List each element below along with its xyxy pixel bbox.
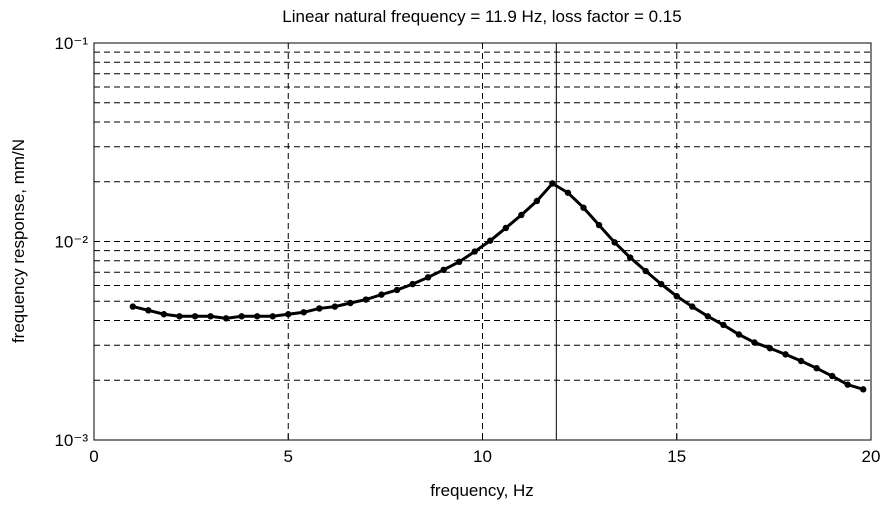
data-point [689, 303, 696, 310]
data-point [797, 357, 805, 365]
data-point [580, 204, 587, 211]
data-point [160, 311, 168, 318]
data-point [549, 180, 556, 187]
data-point [564, 189, 572, 196]
y-tick-label: 10⁻¹ [54, 34, 88, 53]
data-point [813, 364, 820, 372]
y-tick-label: 10⁻² [54, 233, 88, 252]
data-point [285, 311, 292, 318]
data-point [642, 267, 649, 275]
data-point [626, 254, 634, 261]
data-point [844, 381, 851, 388]
data-point [176, 313, 183, 320]
chart-title: Linear natural frequency = 11.9 Hz, loss… [282, 7, 681, 26]
data-point [300, 309, 307, 316]
y-axis-label: frequency response, mm/N [9, 139, 28, 343]
data-point [393, 286, 401, 294]
data-point [487, 237, 494, 244]
data-point [658, 280, 665, 288]
data-point [455, 258, 463, 266]
data-point [440, 266, 447, 274]
data-point [518, 211, 525, 219]
data-point [766, 345, 774, 352]
x-tick-label: 10 [473, 447, 492, 466]
data-point [207, 313, 214, 320]
data-point [269, 313, 276, 320]
series-line [132, 181, 864, 391]
data-point [828, 372, 836, 380]
data-point [362, 296, 370, 303]
data-point [378, 291, 385, 298]
data-point [253, 313, 261, 320]
data-point [611, 239, 618, 246]
x-axis-label: frequency, Hz [430, 481, 534, 500]
data-point [331, 303, 339, 310]
data-point [533, 197, 541, 205]
x-tick-label: 5 [284, 447, 293, 466]
x-tick-label: 20 [862, 447, 881, 466]
x-tick-label: 0 [89, 447, 98, 466]
data-point [751, 339, 758, 346]
data-point [704, 313, 712, 320]
plot-frame [93, 42, 872, 441]
y-tick-label: 10⁻³ [54, 431, 88, 450]
data-point [860, 386, 867, 393]
data-point [471, 248, 478, 255]
data-point [316, 305, 323, 312]
data-point [409, 280, 416, 288]
data-point [720, 321, 727, 329]
data-point [735, 331, 743, 338]
x-tick-label: 15 [667, 447, 686, 466]
data-point [145, 307, 152, 314]
data-point [222, 315, 230, 322]
data-point [191, 313, 199, 320]
data-point [347, 299, 354, 307]
data-point [502, 224, 510, 232]
data-point [238, 313, 245, 320]
data-point [673, 293, 680, 300]
data-point [129, 303, 137, 310]
data-point [782, 351, 789, 358]
data-point [424, 274, 432, 281]
data-point [595, 221, 603, 229]
